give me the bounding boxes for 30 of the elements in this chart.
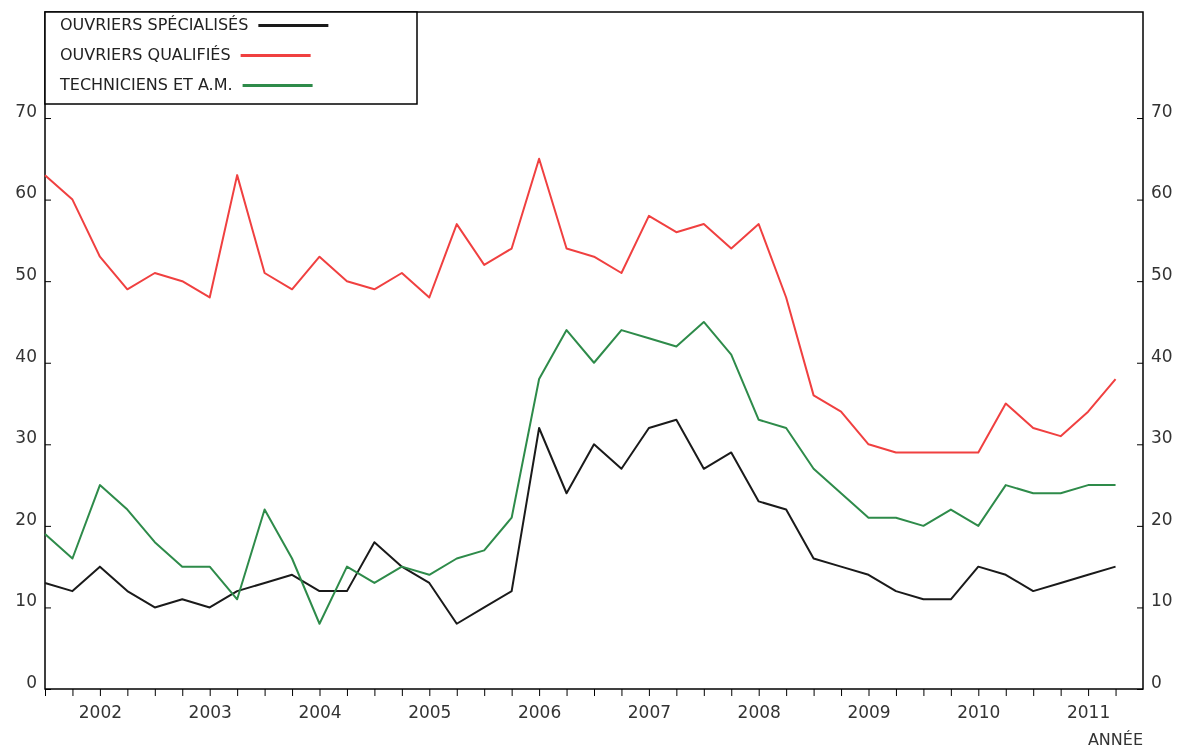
y-tick-label: 60 — [15, 182, 37, 203]
y2-tick-label: 70 — [1151, 100, 1173, 121]
y-tick-label: 10 — [15, 590, 37, 611]
y-tick-label: 40 — [15, 345, 37, 366]
x-tick-label: 2009 — [847, 701, 891, 722]
x-axis-title: ANNÉE — [1087, 730, 1143, 749]
y2-tick-label: 60 — [1151, 182, 1173, 203]
legend-label: OUVRIERS QUALIFIÉS — [60, 45, 231, 64]
legend-label: OUVRIERS SPÉCIALISÉS — [60, 15, 249, 34]
x-tick-label: 2002 — [78, 701, 123, 722]
x-tick-label: 2007 — [627, 701, 672, 722]
y-tick-label: 70 — [15, 100, 37, 121]
x-tick-label: 2010 — [957, 701, 1001, 722]
y-tick-label: 50 — [15, 263, 37, 284]
y2-tick-label: 20 — [1151, 508, 1173, 529]
x-tick-label: 2004 — [298, 701, 342, 722]
x-tick-label: 2011 — [1066, 701, 1111, 722]
y-tick-label: 30 — [15, 427, 37, 448]
x-tick-label: 2005 — [408, 701, 452, 722]
y-tick-label: 20 — [15, 508, 37, 529]
x-tick-label: 2008 — [737, 701, 781, 722]
x-tick-label: 2006 — [517, 701, 562, 722]
y-tick-label: 0 — [26, 671, 37, 692]
x-tick-label: 2003 — [188, 701, 232, 722]
legend-label: TECHNICIENS ET A.M. — [59, 75, 233, 94]
y2-tick-label: 50 — [1151, 263, 1173, 284]
y2-tick-label: 30 — [1151, 427, 1173, 448]
y2-tick-label: 0 — [1151, 671, 1162, 692]
y2-tick-label: 10 — [1151, 590, 1173, 611]
y2-tick-label: 40 — [1151, 345, 1173, 366]
